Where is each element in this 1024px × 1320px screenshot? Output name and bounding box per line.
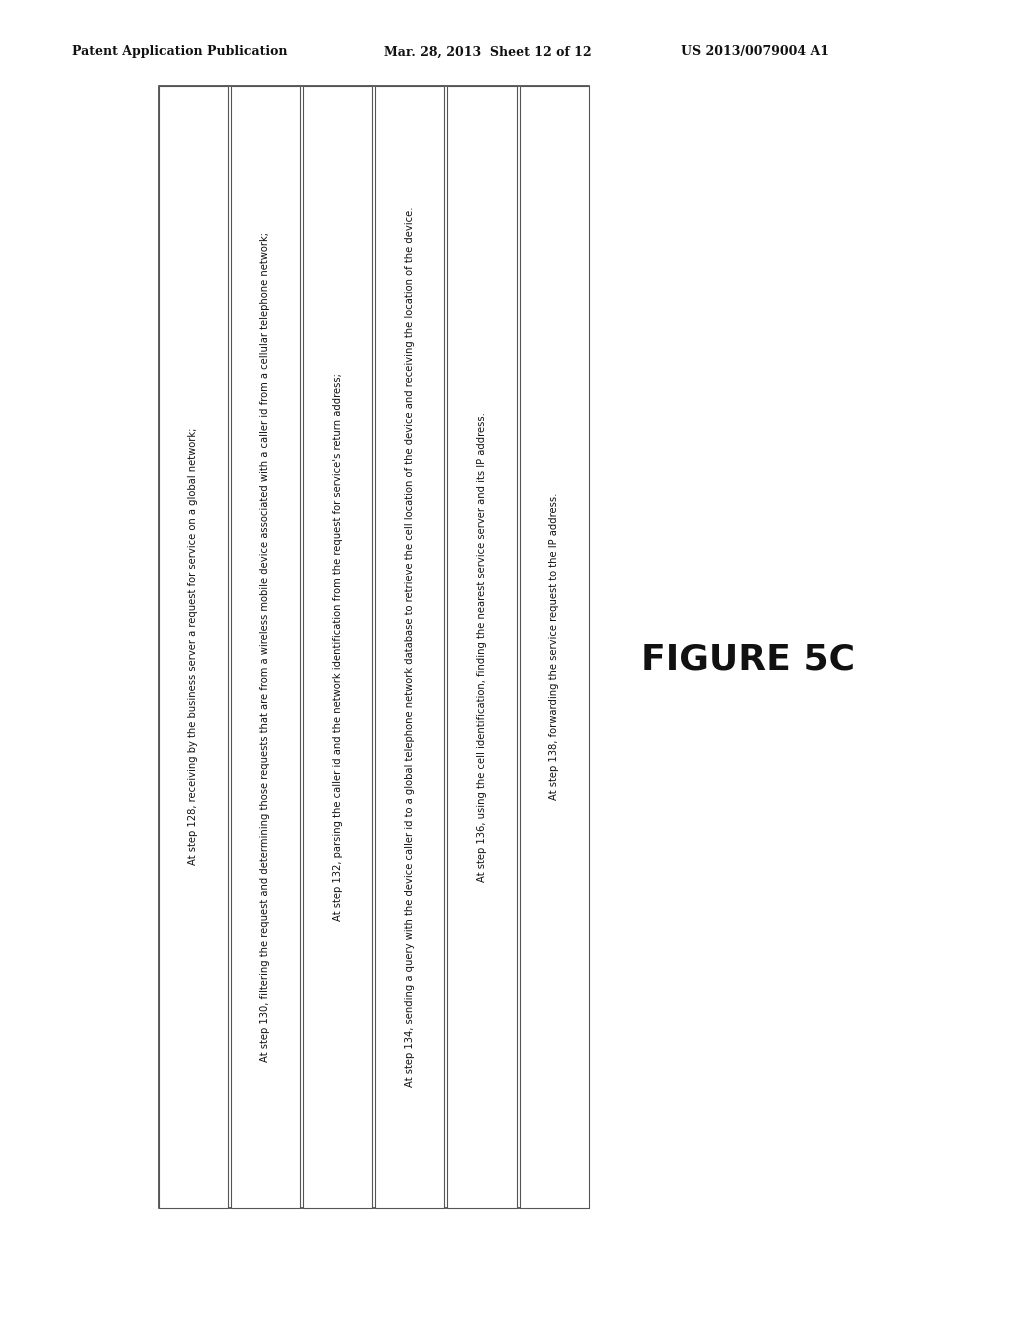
Text: Mar. 28, 2013  Sheet 12 of 12: Mar. 28, 2013 Sheet 12 of 12: [384, 45, 592, 58]
Text: At step 128, receiving by the business server a request for service on a global : At step 128, receiving by the business s…: [188, 428, 199, 866]
Text: At step 130, filtering the request and determining those requests that are from : At step 130, filtering the request and d…: [260, 232, 270, 1061]
Bar: [447, 86, 516, 1208]
Text: At step 136, using the cell identification, finding the nearest service server a: At step 136, using the cell identificati…: [477, 412, 487, 882]
Text: At step 138, forwarding the service request to the IP address.: At step 138, forwarding the service requ…: [549, 494, 559, 800]
Bar: [159, 86, 589, 1208]
Bar: [519, 86, 589, 1208]
Bar: [159, 86, 227, 1208]
Text: At step 134, sending a query with the device caller id to a global telephone net: At step 134, sending a query with the de…: [404, 206, 415, 1088]
Bar: [303, 86, 373, 1208]
Text: Patent Application Publication: Patent Application Publication: [72, 45, 287, 58]
Text: At step 132, parsing the caller id and the network identification from the reque: At step 132, parsing the caller id and t…: [333, 372, 343, 921]
Text: US 2013/0079004 A1: US 2013/0079004 A1: [681, 45, 829, 58]
Bar: [230, 86, 300, 1208]
Bar: [375, 86, 444, 1208]
Text: FIGURE 5C: FIGURE 5C: [641, 643, 854, 677]
